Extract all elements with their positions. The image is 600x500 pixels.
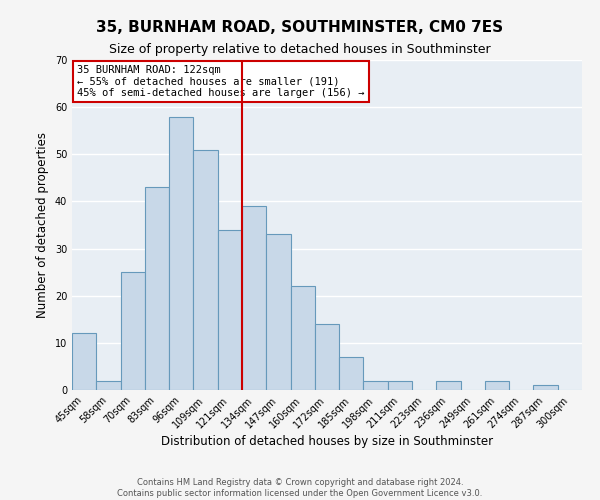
Bar [436, 380, 461, 390]
Bar [485, 380, 509, 390]
Bar [315, 324, 339, 390]
Bar [290, 286, 315, 390]
Bar [96, 380, 121, 390]
Bar [339, 357, 364, 390]
Bar [169, 116, 193, 390]
Bar [72, 334, 96, 390]
Bar [266, 234, 290, 390]
Bar [242, 206, 266, 390]
Bar [533, 386, 558, 390]
Bar [145, 188, 169, 390]
Bar [388, 380, 412, 390]
Text: 35, BURNHAM ROAD, SOUTHMINSTER, CM0 7ES: 35, BURNHAM ROAD, SOUTHMINSTER, CM0 7ES [97, 20, 503, 35]
Bar [218, 230, 242, 390]
Text: Contains HM Land Registry data © Crown copyright and database right 2024.
Contai: Contains HM Land Registry data © Crown c… [118, 478, 482, 498]
Bar [121, 272, 145, 390]
Text: Size of property relative to detached houses in Southminster: Size of property relative to detached ho… [109, 42, 491, 56]
Text: 35 BURNHAM ROAD: 122sqm
← 55% of detached houses are smaller (191)
45% of semi-d: 35 BURNHAM ROAD: 122sqm ← 55% of detache… [77, 65, 365, 98]
Y-axis label: Number of detached properties: Number of detached properties [36, 132, 49, 318]
Bar [364, 380, 388, 390]
Bar [193, 150, 218, 390]
X-axis label: Distribution of detached houses by size in Southminster: Distribution of detached houses by size … [161, 436, 493, 448]
